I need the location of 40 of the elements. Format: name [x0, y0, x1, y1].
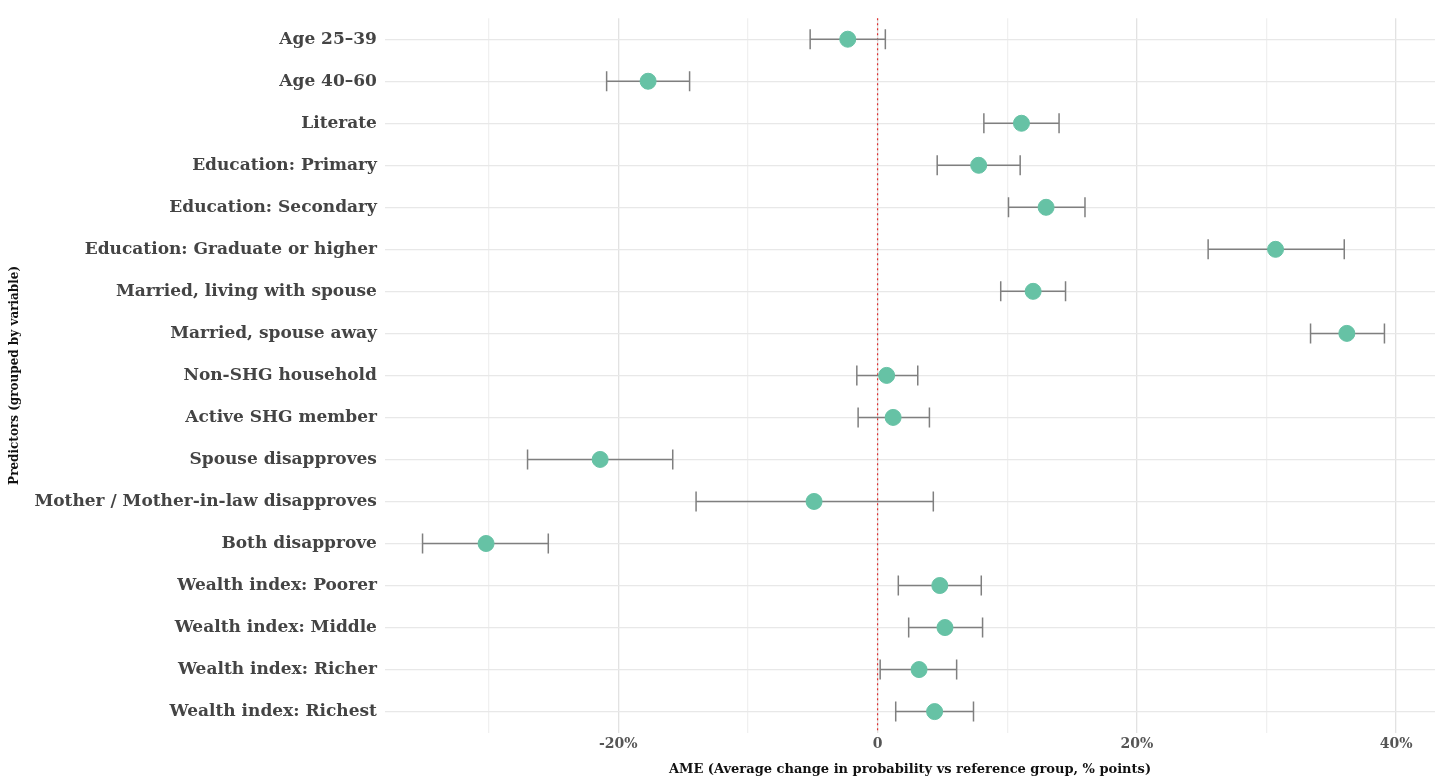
y-tick-label: Wealth index: Richer [176, 657, 378, 678]
x-tick-label: 0 [872, 734, 883, 751]
y-tick-label: Wealth index: Poorer [176, 573, 378, 594]
point [839, 30, 857, 48]
point [884, 408, 902, 426]
y-tick-label: Wealth index: Richest [168, 700, 378, 721]
point [477, 534, 495, 552]
x-axis-title: AME (Average change in probability vs reference group, % points) [667, 760, 1152, 776]
x-tick-label: 40% [1379, 734, 1413, 751]
y-tick-label: Active SHG member [184, 405, 378, 426]
point [1267, 240, 1285, 258]
point [1012, 114, 1030, 132]
point [1037, 198, 1055, 216]
y-tick-label: Spouse disapproves [189, 447, 377, 468]
y-tick-label: Married, spouse away [170, 321, 379, 342]
point [936, 619, 954, 637]
point [910, 661, 928, 679]
point [931, 577, 949, 595]
y-tick-label: Age 25–39 [278, 27, 377, 48]
y-tick-label: Wealth index: Middle [173, 615, 378, 636]
y-tick-label: Literate [301, 111, 378, 132]
y-tick-label: Age 40–60 [278, 69, 378, 90]
y-tick-label: Education: Graduate or higher [84, 237, 378, 258]
point [1338, 324, 1356, 342]
x-tick-label: 20% [1120, 734, 1154, 751]
point [926, 703, 944, 721]
y-tick-label: Education: Primary [192, 153, 379, 174]
point [591, 450, 609, 468]
y-tick-label: Mother / Mother-in-law disapproves [34, 489, 377, 510]
x-tick-label: -20% [598, 734, 638, 751]
point [639, 72, 657, 90]
y-tick-label: Married, living with spouse [116, 279, 378, 300]
y-tick-label: Both disapprove [221, 531, 378, 552]
y-tick-label: Non-SHG household [183, 363, 378, 384]
point [970, 156, 988, 174]
point [878, 366, 896, 384]
point [805, 492, 823, 510]
y-tick-label: Education: Secondary [169, 195, 379, 216]
point [1024, 282, 1042, 300]
y-axis-title: Predictors (grouped by variable) [7, 265, 22, 485]
